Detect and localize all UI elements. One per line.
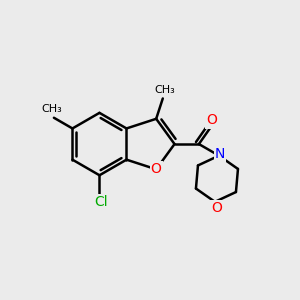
Text: O: O — [211, 201, 222, 215]
Text: Cl: Cl — [94, 195, 108, 209]
Text: O: O — [206, 113, 217, 128]
Text: CH₃: CH₃ — [41, 104, 62, 114]
Text: N: N — [215, 147, 225, 161]
Text: CH₃: CH₃ — [154, 85, 175, 95]
Text: O: O — [151, 162, 162, 176]
